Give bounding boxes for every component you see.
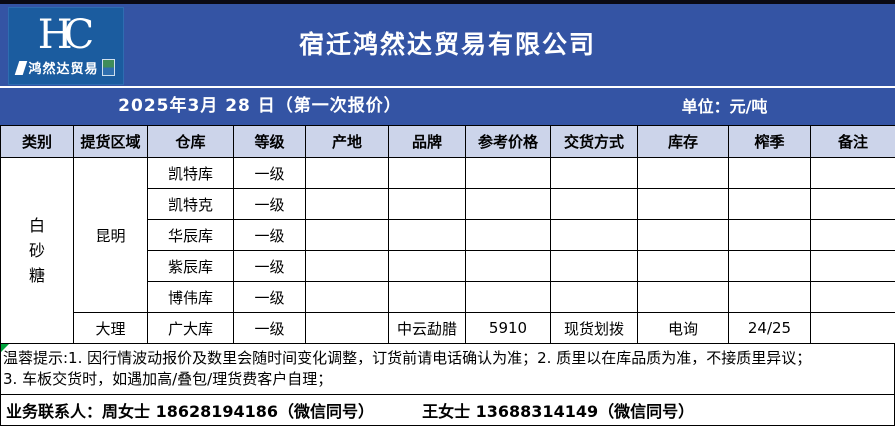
warehouse-cell: 凯特克	[147, 188, 234, 220]
column-header-origin: 产地	[305, 125, 389, 158]
season-cell	[728, 281, 811, 313]
region-cell-dali: 大理	[73, 312, 148, 344]
column-header-category: 类别	[0, 125, 74, 158]
note-cell	[810, 219, 895, 251]
contact-phone-1: 周女士 18628194186（微信同号）	[102, 402, 375, 421]
grade-cell: 一级	[233, 188, 306, 220]
note-cell	[810, 188, 895, 220]
grade-cell: 一级	[233, 219, 306, 251]
origin-cell	[305, 219, 389, 251]
origin-cell	[305, 281, 389, 313]
logo-slash-icon	[15, 60, 28, 75]
quote-date: 2025年3月 28 日（第一次报价）	[118, 96, 402, 116]
price-cell	[465, 281, 551, 313]
season-cell	[728, 157, 811, 189]
category-cell: 白砂糖	[0, 157, 74, 344]
brand-cell	[388, 157, 466, 189]
contacts-row: 业务联系人： 周女士 18628194186（微信同号） 王女士 1368831…	[0, 394, 895, 426]
season-cell	[728, 188, 811, 220]
brand-cell	[388, 250, 466, 282]
logo-monogram: HC	[37, 12, 94, 58]
origin-cell	[305, 157, 389, 189]
price-cell	[465, 188, 551, 220]
warehouse-cell: 博伟库	[147, 281, 234, 313]
header-band: HC 鸿然达贸易 宿迁鸿然达贸易有限公司	[0, 4, 895, 86]
column-header-season: 榨季	[728, 125, 811, 158]
delivery-cell	[550, 188, 638, 220]
logo-name-text: 鸿然达贸易	[28, 62, 99, 77]
warehouse-cell: 凯特库	[147, 157, 234, 189]
stock-cell	[637, 281, 729, 313]
delivery-cell: 现货划拨	[550, 312, 638, 344]
notes-section: 温蓉提示:1. 因行情波动报价及数里会随时间变化调整，订货前请电话确认为准；2.…	[0, 344, 895, 394]
price-cell	[465, 219, 551, 251]
region-cell-kunming: 昆明	[73, 157, 148, 313]
column-header-delivery: 交货方式	[550, 125, 638, 158]
stock-cell	[637, 157, 729, 189]
note-cell	[810, 250, 895, 282]
stock-cell	[637, 250, 729, 282]
brand-cell	[388, 188, 466, 220]
grade-cell: 一级	[233, 250, 306, 282]
delivery-cell	[550, 281, 638, 313]
grade-cell: 一级	[233, 312, 306, 344]
cell-error-indicator-icon	[1, 344, 9, 352]
brand-cell	[388, 281, 466, 313]
table-row: 白砂糖 昆明 凯特库 一级	[0, 157, 895, 344]
column-header-brand: 品牌	[388, 125, 466, 158]
table-header-row: 类别 提货区域 仓库 等级 产地 品牌 参考价格 交货方式 库存 榨季 备注	[0, 125, 895, 158]
table-row: 华辰库 一级	[0, 219, 895, 251]
logo-wordmark: 鸿然达贸易	[15, 58, 115, 77]
brand-cell: 中云勐腊	[388, 312, 466, 344]
brand-cell	[388, 219, 466, 251]
grade-cell: 一级	[233, 157, 306, 189]
date-band: 2025年3月 28 日（第一次报价） 单位：元/吨	[0, 88, 895, 125]
notes-line-1: 温蓉提示:1. 因行情波动报价及数里会随时间变化调整，订货前请电话确认为准；2.…	[3, 349, 812, 367]
origin-cell	[305, 312, 389, 344]
company-logo: HC 鸿然达贸易	[8, 7, 124, 85]
delivery-cell	[550, 219, 638, 251]
delivery-cell	[550, 157, 638, 189]
column-header-region: 提货区域	[73, 125, 148, 158]
company-title: 宿迁鸿然达贸易有限公司	[298, 30, 596, 59]
note-cell	[810, 281, 895, 313]
grade-cell: 一级	[233, 281, 306, 313]
warehouse-cell: 广大库	[147, 312, 234, 344]
column-header-grade: 等级	[233, 125, 306, 158]
price-table: 类别 提货区域 仓库 等级 产地 品牌 参考价格 交货方式 库存 榨季 备注 白…	[0, 125, 895, 344]
column-header-stock: 库存	[637, 125, 729, 158]
origin-cell	[305, 188, 389, 220]
season-cell	[728, 250, 811, 282]
column-header-note: 备注	[810, 125, 895, 158]
unit-label: 单位：元/吨	[681, 97, 768, 116]
origin-cell	[305, 250, 389, 282]
column-header-warehouse: 仓库	[147, 125, 234, 158]
price-cell	[465, 157, 551, 189]
contact-phone-2: 王女士 13688314149（微信同号）	[422, 402, 695, 421]
delivery-cell	[550, 250, 638, 282]
note-cell	[810, 312, 895, 344]
contacts-label: 业务联系人：	[6, 402, 103, 421]
category-label: 白砂糖	[28, 216, 45, 285]
stock-cell	[637, 219, 729, 251]
table-row: 大理 广大库 一级 中云勐腊 5910 现货划拨 电询 24/25	[0, 312, 895, 344]
season-cell: 24/25	[728, 312, 811, 344]
season-cell	[728, 219, 811, 251]
stock-cell	[637, 188, 729, 220]
table-row: 凯特克 一级	[0, 188, 895, 220]
notes-line-2: 3. 车板交货时，如遇加高/叠包/理货费客户自理；	[3, 370, 333, 388]
price-cell	[465, 250, 551, 282]
logo-seal-icon	[101, 59, 115, 76]
warehouse-cell: 华辰库	[147, 219, 234, 251]
note-cell	[810, 157, 895, 189]
warehouse-cell: 紫辰库	[147, 250, 234, 282]
stock-cell: 电询	[637, 312, 729, 344]
price-cell: 5910	[465, 312, 551, 344]
column-header-price: 参考价格	[465, 125, 551, 158]
